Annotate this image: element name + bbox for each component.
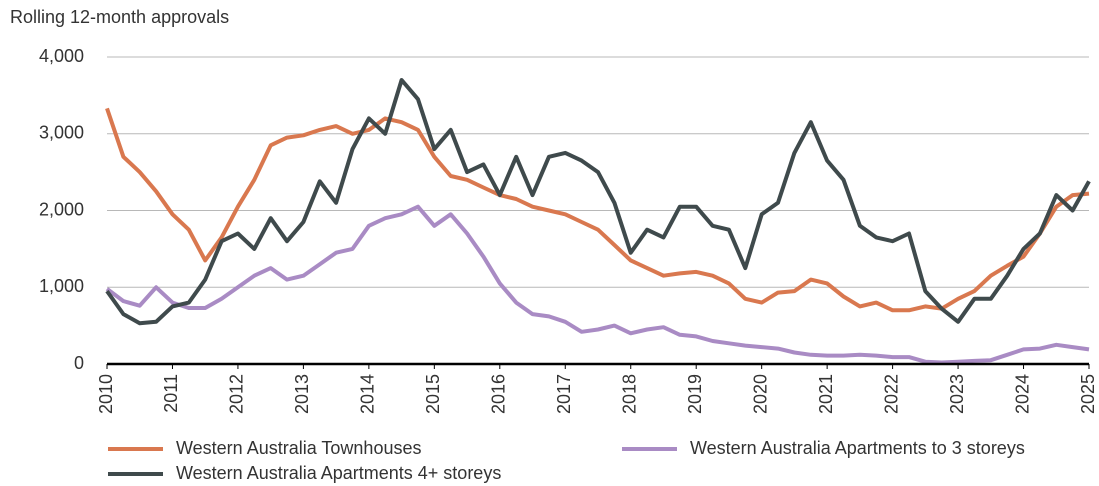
legend-label: Western Australia Apartments 4+ storeys — [176, 463, 501, 483]
x-tick-label: 2024 — [1012, 374, 1032, 414]
x-tick-label: 2010 — [96, 374, 116, 414]
y-tick-label: 1,000 — [39, 276, 84, 296]
series-line — [105, 204, 1090, 365]
x-tick-label: 2016 — [489, 374, 509, 414]
y-tick-label: 0 — [74, 353, 84, 373]
y-axis-label: Rolling 12-month approvals — [10, 7, 229, 27]
x-tick-label: 2018 — [619, 374, 639, 414]
x-tick-label: 2025 — [1078, 374, 1098, 414]
x-tick-label: 2019 — [685, 374, 705, 414]
y-tick-label: 2,000 — [39, 199, 84, 219]
x-tick-label: 2011 — [161, 374, 181, 413]
y-tick-label: 4,000 — [39, 46, 84, 66]
x-tick-label: 2017 — [554, 374, 574, 414]
x-tick-label: 2021 — [816, 374, 836, 414]
x-tick-label: 2022 — [881, 374, 901, 414]
y-tick-label: 3,000 — [39, 123, 84, 143]
x-tick-label: 2015 — [423, 374, 443, 414]
x-tick-label: 2012 — [227, 374, 247, 414]
legend-label: Western Australia Apartments to 3 storey… — [690, 438, 1025, 458]
series-line — [105, 78, 1091, 326]
x-tick-label: 2014 — [358, 374, 378, 414]
legend-label: Western Australia Townhouses — [176, 438, 421, 458]
x-tick-label: 2023 — [947, 374, 967, 414]
series-line — [105, 107, 1090, 313]
x-tick-label: 2020 — [750, 374, 770, 414]
x-tick-label: 2013 — [292, 374, 312, 414]
